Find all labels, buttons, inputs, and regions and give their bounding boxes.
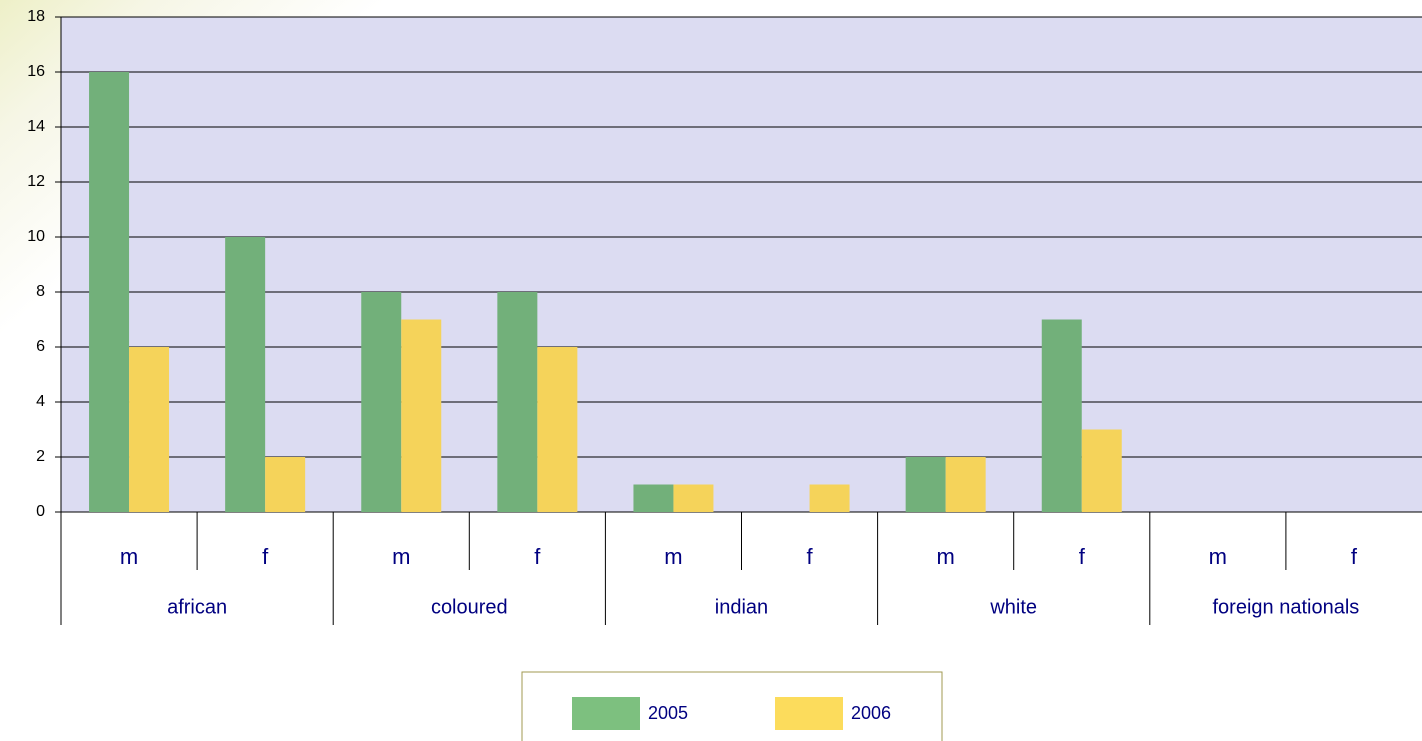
legend-swatch [572,697,640,730]
bar [1041,319,1082,512]
y-tick-label: 0 [36,503,45,520]
legend-swatch [775,697,843,730]
bar [1081,429,1122,512]
x-tick-label: m [1209,544,1227,569]
bar [945,457,986,512]
y-tick-label: 8 [36,283,45,300]
group-label: african [167,596,227,618]
y-tick-label: 18 [27,8,45,25]
group-label: indian [715,596,768,618]
bar [633,484,674,512]
bar [809,484,850,512]
x-tick-label: f [534,544,541,569]
x-tick-label: f [262,544,269,569]
legend-label: 2006 [851,703,891,723]
bar [497,292,538,512]
bar [673,484,714,512]
group-label: foreign nationals [1213,596,1360,618]
y-tick-label: 6 [36,338,45,355]
y-tick-label: 2 [36,448,45,465]
bar [537,347,578,512]
group-label: coloured [431,596,508,618]
x-tick-label: m [664,544,682,569]
group-label: white [989,596,1037,618]
bar [361,292,402,512]
bar [905,457,946,512]
x-tick-label: m [120,544,138,569]
bar [89,72,130,512]
x-tick-label: f [1079,544,1086,569]
plot-area [61,17,1422,512]
bar [265,457,306,512]
bar [401,319,442,512]
y-tick-label: 12 [27,173,45,190]
y-tick-label: 4 [36,393,45,410]
x-tick-label: f [806,544,813,569]
legend-label: 2005 [648,703,688,723]
bar [129,347,170,512]
x-tick-label: f [1351,544,1358,569]
bar [225,237,266,512]
y-tick-label: 16 [27,63,45,80]
x-tick-label: m [392,544,410,569]
x-tick-label: m [936,544,954,569]
y-tick-label: 14 [27,118,45,135]
y-tick-label: 10 [27,228,45,245]
